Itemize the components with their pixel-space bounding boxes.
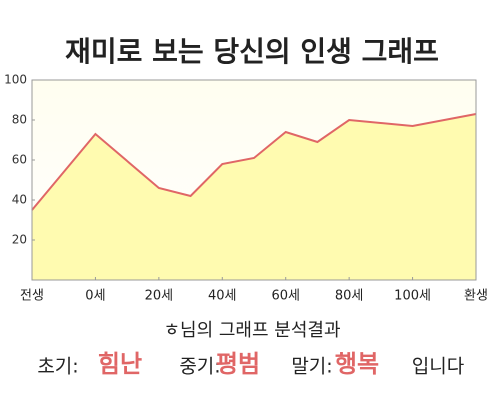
x-tick-label: 0세 xyxy=(85,289,105,304)
x-tick-label: 40세 xyxy=(208,289,237,304)
analysis-value: 힘난 xyxy=(98,350,142,378)
analysis-label: 중기: xyxy=(179,356,220,378)
analysis-value: 행복 xyxy=(335,350,379,378)
analysis-label: 초기: xyxy=(37,356,78,378)
y-tick-label: 100 xyxy=(4,73,27,87)
x-tick-label: 60세 xyxy=(271,289,300,304)
analysis-title: ㅎ님의 그래프 분석결과 xyxy=(163,320,340,341)
x-tick-label: 100세 xyxy=(394,289,431,304)
x-tick-label: 환생 xyxy=(464,289,488,304)
plot-border xyxy=(31,79,477,281)
x-tick-label: 20세 xyxy=(145,289,174,304)
area xyxy=(32,114,476,280)
analysis-end: 입니다 xyxy=(412,356,464,378)
line xyxy=(31,113,477,211)
y-tick-label: 80 xyxy=(12,113,27,127)
analysis-value: 평범 xyxy=(216,350,260,378)
analysis-label: 말기: xyxy=(291,356,332,378)
x-tick-label: 80세 xyxy=(335,289,364,304)
y-tick-label: 60 xyxy=(12,153,27,167)
x-tick-label: 전생 xyxy=(20,289,44,304)
chart-title: 재미로 보는 당신의 인생 그래프 xyxy=(65,35,439,68)
y-tick-label: 20 xyxy=(12,233,27,247)
y-tick-label: 40 xyxy=(12,193,27,207)
